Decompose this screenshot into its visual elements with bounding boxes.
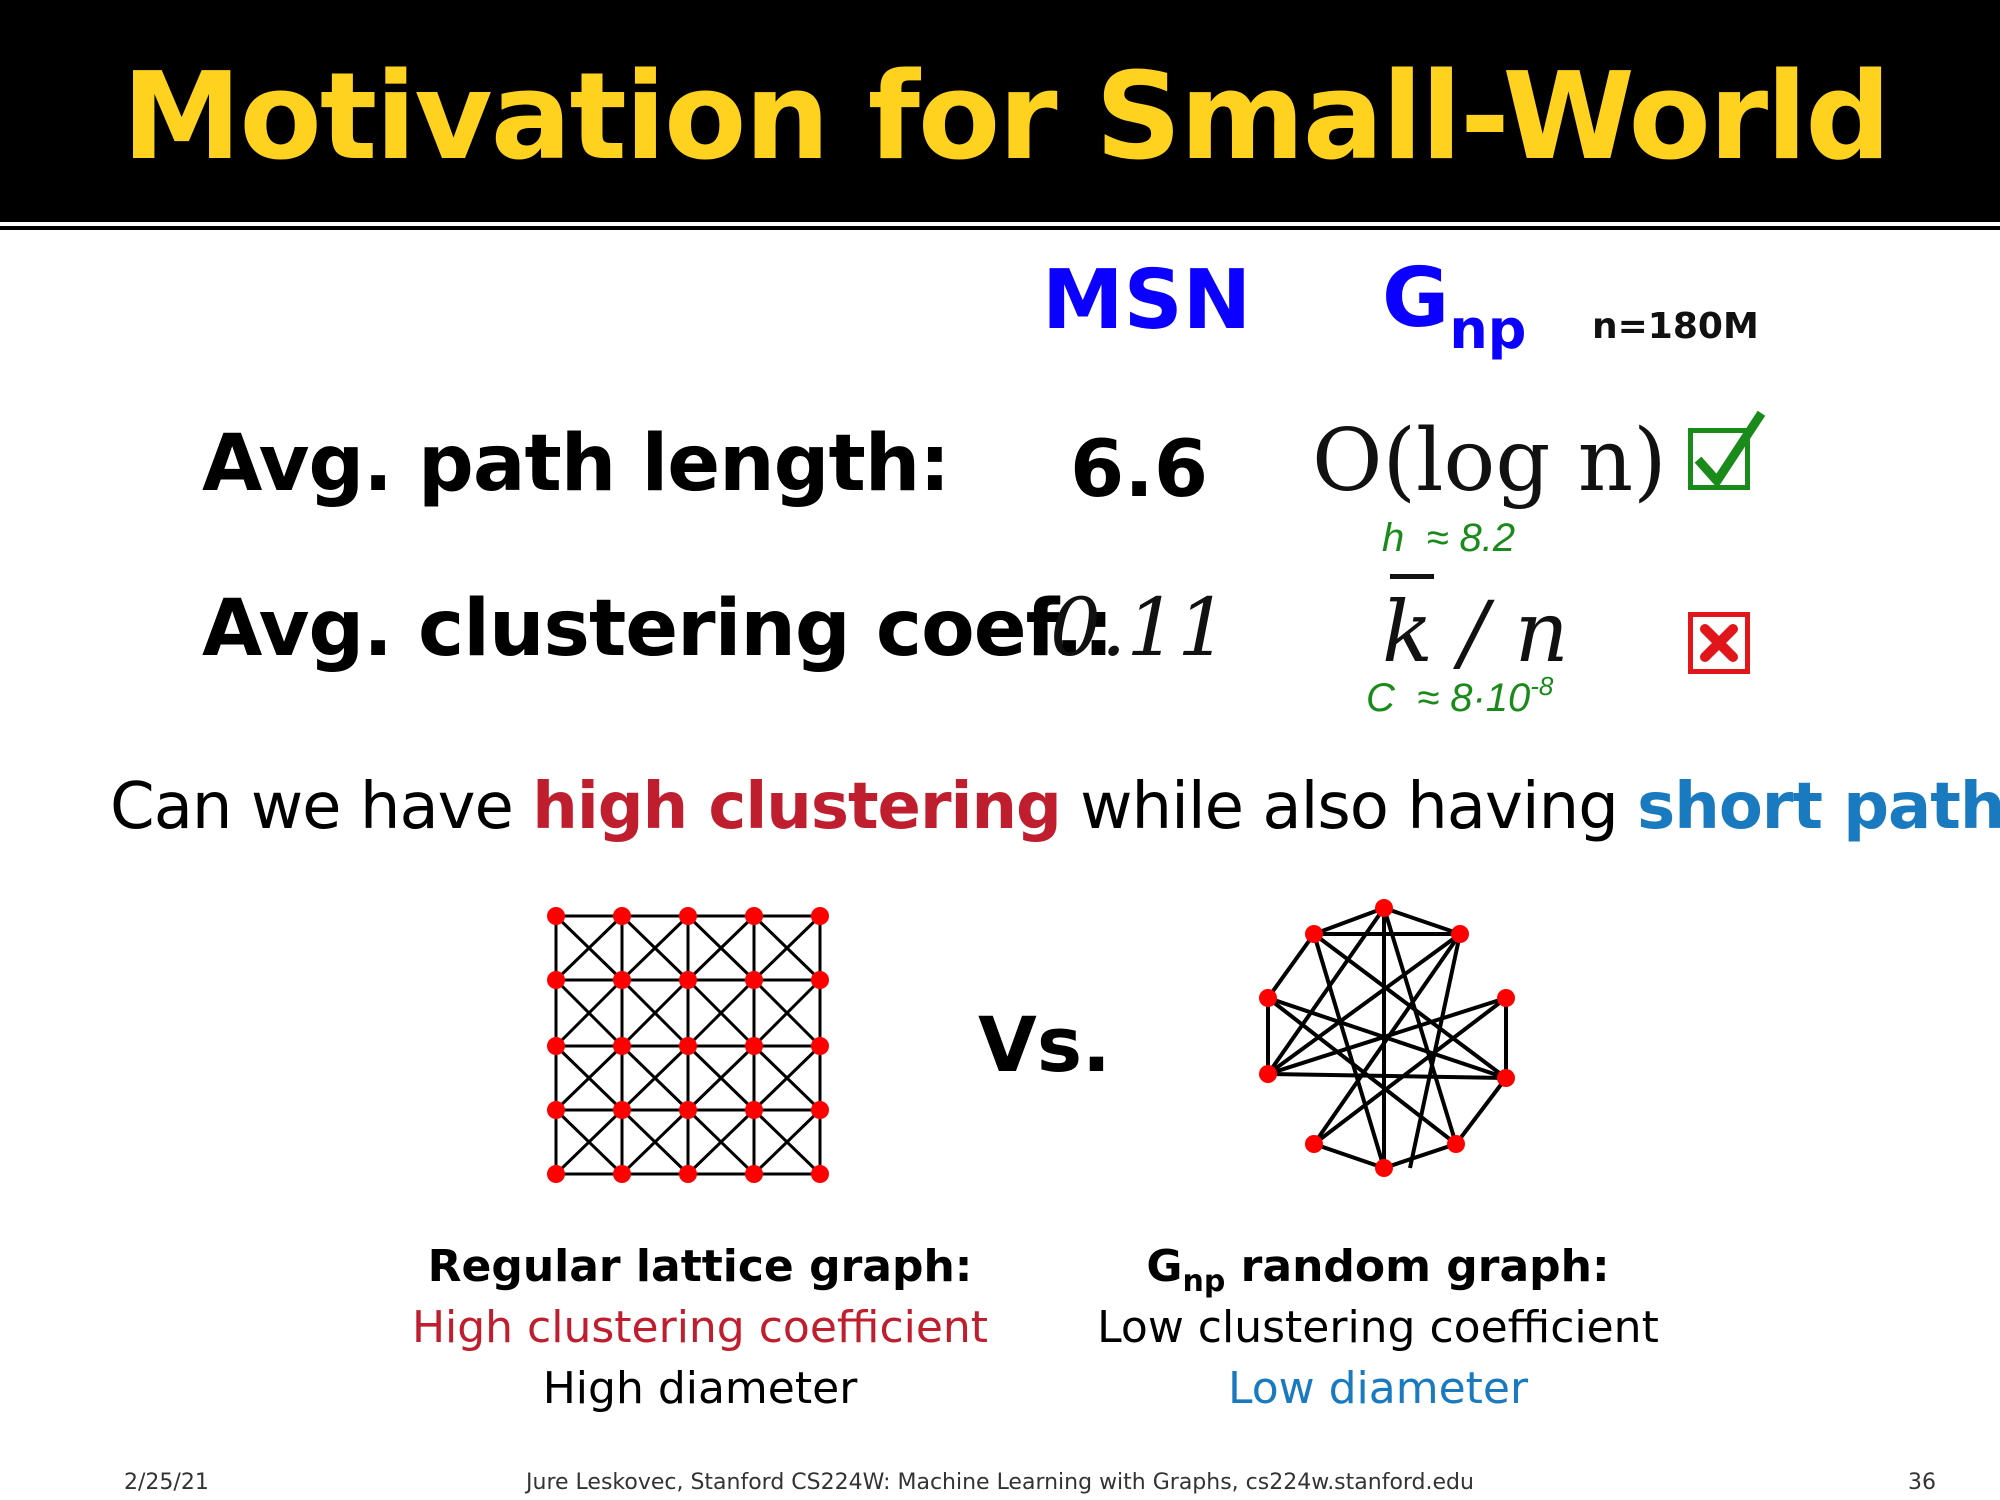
lattice-caption-clustering: High clustering coefficient [411,1302,989,1354]
question-middle: while also having [1060,770,1638,844]
question-line: Can we have high clustering while also h… [110,775,2000,839]
footer-credit: Jure Leskovec, Stanford CS224W: Machine … [526,1470,1474,1495]
gnp-subscript: np [1449,298,1527,361]
random-edges [1266,906,1508,1170]
note-val-h: ≈ 8.2 [1426,516,1516,560]
path-length-note: h ≈ 8.2 [1382,518,1515,558]
gnp-path-length-formula: O(log n) [1312,411,1667,511]
gnp-clustering-formula: k / n [1382,583,1569,681]
msn-path-length-value: 6.6 [1070,425,1209,515]
row-label-path-length: Avg. path length: [202,419,950,509]
random-caption: Gnp random graph: Low clustering coeffic… [1078,1238,1678,1418]
lattice-caption-title: Regular lattice graph: [427,1241,973,1292]
footer-page-number: 36 [1908,1470,1936,1495]
k-overbar [1390,574,1434,579]
question-high-clustering: high clustering [532,770,1062,844]
lattice-graph [547,907,829,1183]
cross-icon [1688,612,1750,674]
check-icon [1688,410,1766,490]
clustering-note: C ≈ 8·10-8 [1366,673,1553,720]
lattice-caption: Regular lattice graph: High clustering c… [400,1238,1000,1418]
random-caption-clustering: Low clustering coefficient [1097,1302,1659,1354]
column-header-gnp: Gnp [1382,258,1526,357]
lattice-caption-diameter: High diameter [542,1363,858,1415]
slide-title: Motivation for Small-World [122,48,1891,187]
random-caption-diameter: Low diameter [1227,1363,1529,1415]
msn-clustering-value: 0.11 [1050,581,1229,674]
footer-date: 2/25/21 [124,1470,209,1495]
note-val-c: ≈ 8·10 [1417,676,1531,720]
note-var-h: h [1382,516,1405,560]
question-prefix: Can we have [110,770,533,844]
random-title-sub: np [1182,1264,1226,1299]
random-graph [1259,899,1515,1177]
question-short-paths: short paths [1637,770,2000,844]
n-note: n=180M [1592,306,1759,347]
random-nodes [1259,899,1515,1177]
vs-label: Vs. [978,1000,1111,1089]
lattice-nodes [547,907,829,1183]
note-exp-c: -8 [1530,671,1554,701]
random-title-g: G [1146,1241,1183,1292]
random-title-rest: random graph: [1225,1241,1610,1292]
check-mark [1694,410,1766,489]
cross-mark [1700,624,1738,662]
title-bar [0,0,2000,222]
gnp-main: G [1382,251,1450,346]
row-label-clustering: Avg. clustering coef.: [202,584,1114,674]
random-caption-title: Gnp random graph: [1078,1238,1678,1299]
title-divider [0,226,2000,230]
column-header-msn: MSN [1042,253,1252,348]
note-var-c: C [1366,676,1395,720]
